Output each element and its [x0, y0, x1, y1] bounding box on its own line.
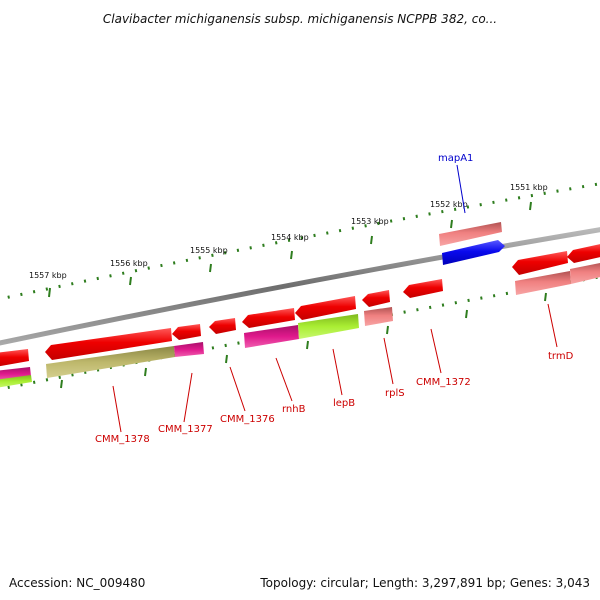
- cog-bar-next[interactable]: [570, 262, 600, 284]
- genome-stats-text: Topology: circular; Length: 3,297,891 bp…: [259, 576, 590, 590]
- gene-arrow-rplS[interactable]: [362, 290, 390, 307]
- outer-tick-ring: [0, 182, 600, 301]
- gene-label-lepB[interactable]: lepB: [333, 398, 355, 409]
- leader-cmm1378: [112, 385, 122, 433]
- major-tick: [450, 219, 453, 229]
- gene-labels: mapA1 CMM_1378 CMM_1377 CMM_1376 rnhB le…: [95, 153, 574, 445]
- gene-mapA1-blue[interactable]: [442, 240, 505, 265]
- gene-label-rplS[interactable]: rplS: [385, 388, 405, 399]
- gene-arrow-lepB[interactable]: [295, 296, 356, 320]
- major-tick: [48, 287, 51, 298]
- major-tick: [209, 263, 212, 273]
- cog-bar-cmm1377[interactable]: [174, 342, 204, 357]
- inner-major-tick: [60, 379, 63, 389]
- major-tick: [129, 276, 132, 286]
- gene-arrow-cmm1378[interactable]: [45, 328, 172, 360]
- cog-bar[interactable]: [0, 375, 32, 388]
- kbp-label: 1551 kbp: [510, 183, 548, 192]
- kbp-label: 1553 kbp: [351, 217, 389, 226]
- gene-arrow-rnhB[interactable]: [242, 308, 295, 328]
- accession-text: Accession: NC_009480: [9, 576, 145, 590]
- gene-label-cmm1372[interactable]: CMM_1372: [416, 377, 471, 388]
- inner-major-tick: [144, 367, 147, 377]
- cog-bar-trmD[interactable]: [515, 271, 571, 295]
- gene-label-cmm1378[interactable]: CMM_1378: [95, 434, 150, 445]
- cog-bar-rnhB[interactable]: [244, 325, 299, 348]
- leader-cmm1376: [229, 366, 246, 412]
- kbp-label: 1554 kbp: [271, 233, 309, 242]
- cog-bar-lepB[interactable]: [298, 314, 359, 339]
- map-title: Clavibacter michiganensis subsp. michiga…: [103, 12, 497, 26]
- cog-bar-cmm1378[interactable]: [46, 346, 175, 378]
- kbp-label: 1557 kbp: [29, 271, 67, 280]
- kbp-label: 1552 kbp: [430, 200, 468, 209]
- inner-major-tick: [544, 292, 547, 302]
- leader-cmm1372: [430, 328, 442, 374]
- gene-label-cmm1377[interactable]: CMM_1377: [158, 424, 213, 435]
- kbp-label: 1555 kbp: [190, 246, 228, 255]
- gene-arrow-cmm1376[interactable]: [209, 318, 236, 334]
- genome-backbone: [0, 227, 600, 346]
- inner-tick-ring: [0, 275, 600, 391]
- major-tick: [370, 235, 373, 245]
- leader-lepB: [332, 348, 343, 396]
- inner-major-tick: [465, 309, 468, 319]
- gene-arrow-cmm1377[interactable]: [172, 324, 201, 340]
- inner-major-tick: [306, 340, 309, 350]
- inner-major-tick: [225, 354, 228, 364]
- gene-label-mapA1[interactable]: mapA1: [438, 153, 473, 164]
- gene-label-rnhB[interactable]: rnhB: [282, 404, 306, 415]
- cog-bar-rplS[interactable]: [364, 307, 393, 326]
- inner-major-tick: [386, 325, 389, 335]
- leader-lines: [112, 164, 558, 433]
- reverse-genes: [0, 243, 600, 367]
- gene-arrow-next[interactable]: [567, 243, 600, 263]
- leader-rplS: [383, 337, 394, 385]
- leader-cmm1377: [183, 372, 193, 423]
- gene-arrow-trmD[interactable]: [512, 251, 568, 275]
- outer-tick-dots: [0, 182, 600, 301]
- kbp-labels: 1557 kbp 1556 kbp 1555 kbp 1554 kbp 1553…: [29, 183, 548, 280]
- major-tick: [529, 201, 532, 211]
- gene-label-trmD[interactable]: trmD: [548, 351, 574, 362]
- gene-arrow-cmm1379[interactable]: [0, 349, 29, 367]
- cog-bars: [0, 262, 600, 388]
- leader-trmD: [547, 303, 558, 348]
- gene-mapA1-pink[interactable]: [439, 222, 502, 246]
- leader-mapA1: [456, 164, 466, 214]
- major-tick: [290, 250, 293, 260]
- leader-rnhB: [275, 357, 293, 402]
- kbp-label: 1556 kbp: [110, 259, 148, 268]
- gene-label-cmm1376[interactable]: CMM_1376: [220, 414, 275, 425]
- gene-arrow-cmm1372[interactable]: [403, 279, 443, 298]
